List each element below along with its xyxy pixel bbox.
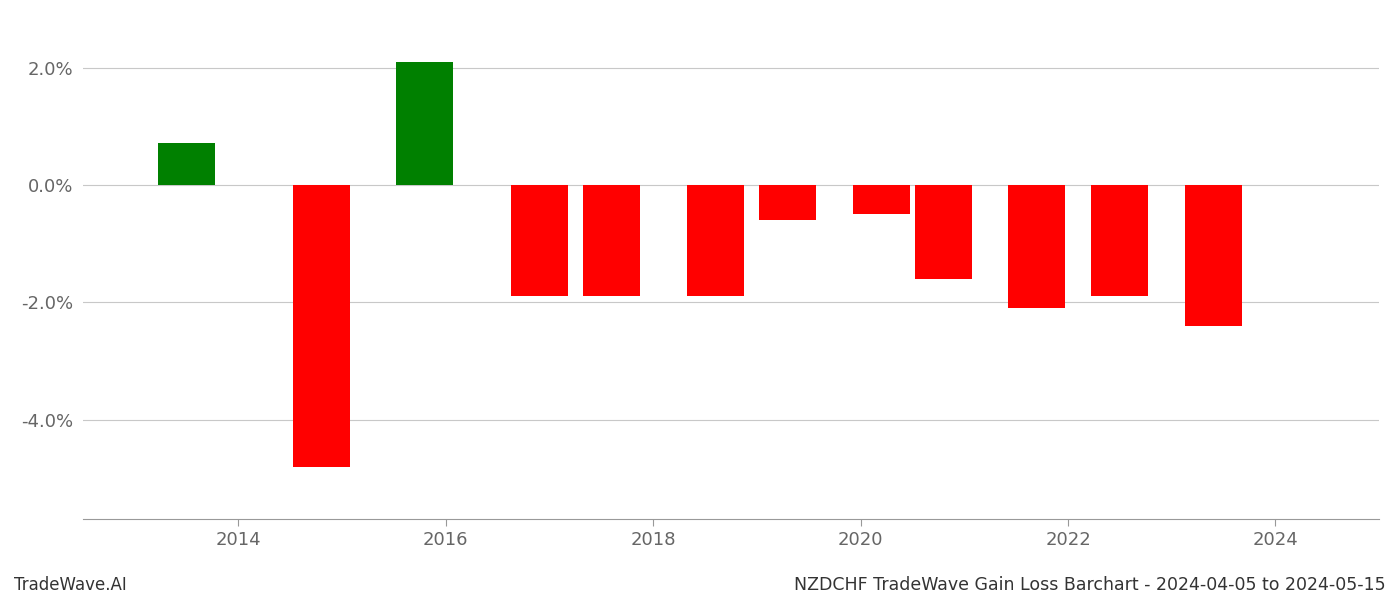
Bar (759, 185, 816, 220)
Bar (1008, 185, 1065, 308)
Bar (584, 185, 640, 296)
Text: TradeWave.AI: TradeWave.AI (14, 576, 127, 594)
Bar (396, 62, 454, 185)
Bar (1184, 185, 1242, 326)
Bar (1092, 185, 1148, 296)
Bar (511, 185, 567, 296)
Text: NZDCHF TradeWave Gain Loss Barchart - 2024-04-05 to 2024-05-15: NZDCHF TradeWave Gain Loss Barchart - 20… (794, 576, 1386, 594)
Bar (853, 185, 910, 214)
Bar (687, 185, 743, 296)
Bar (916, 185, 972, 279)
Bar (293, 185, 350, 467)
Bar (158, 143, 216, 185)
